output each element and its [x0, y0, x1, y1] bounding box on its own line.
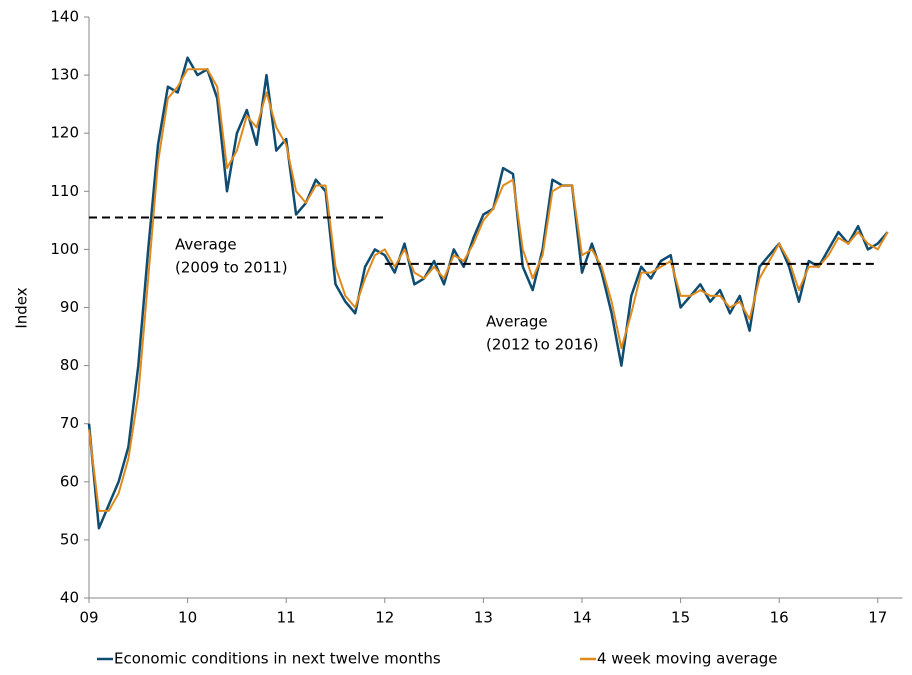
x-tick-label: 09 [79, 609, 98, 627]
x-tick-label: 11 [277, 609, 296, 627]
average-label: (2012 to 2016) [486, 336, 599, 354]
average-label: (2009 to 2011) [175, 259, 288, 277]
y-tick-label: 140 [50, 8, 79, 26]
y-tick-label: 50 [60, 530, 79, 548]
x-tick-label: 13 [474, 609, 493, 627]
legend-label: Economic conditions in next twelve month… [114, 650, 441, 668]
x-tick-label: 15 [671, 609, 690, 627]
y-tick-label: 80 [60, 356, 79, 374]
y-tick-label: 120 [50, 124, 79, 142]
average-label: Average [486, 313, 548, 331]
x-tick-label: 12 [375, 609, 394, 627]
y-axis-label: Index [13, 287, 31, 328]
x-tick-label: 16 [770, 609, 789, 627]
y-tick-label: 70 [60, 414, 79, 432]
x-tick-label: 10 [178, 609, 197, 627]
data-line [88, 68, 889, 512]
average-label: Average [175, 236, 237, 254]
y-tick-label: 100 [50, 240, 79, 258]
y-tick-label: 60 [60, 472, 79, 490]
data-line [87, 56, 889, 530]
y-tick-label: 90 [60, 298, 79, 316]
x-tick-label: 17 [868, 609, 887, 627]
y-tick-label: 40 [60, 589, 79, 607]
y-tick-label: 130 [50, 66, 79, 84]
x-tick-label: 14 [572, 609, 591, 627]
legend-label: 4 week moving average [597, 650, 778, 668]
y-tick-label: 110 [50, 182, 79, 200]
